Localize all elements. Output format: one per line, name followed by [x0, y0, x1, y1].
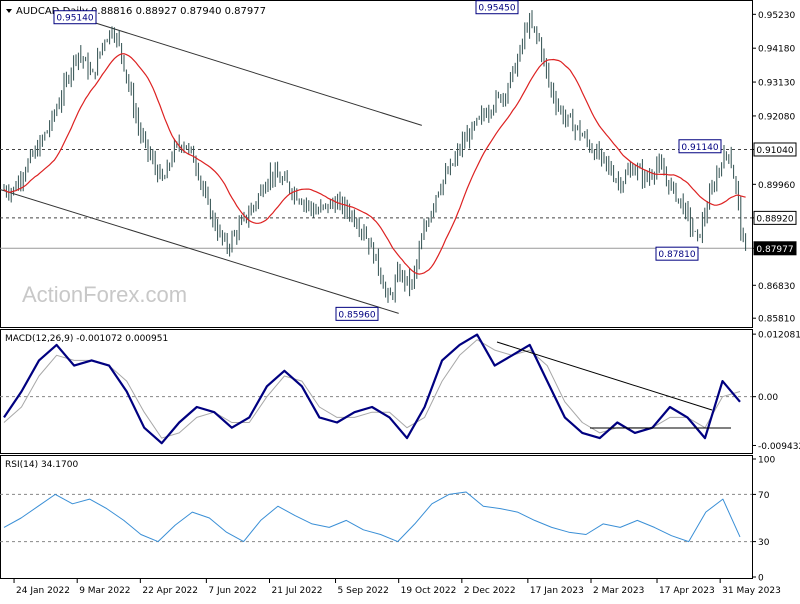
rsi-axis: 100 70 30 0 — [752, 456, 775, 584]
moving-average-line — [3, 53, 746, 275]
watermark-text: ActionForex.com — [22, 282, 187, 307]
price-label-text: 0.85960 — [338, 310, 375, 320]
price-label-text: 0.91140 — [681, 143, 718, 153]
price-tick-label: 0.92080 — [758, 112, 795, 122]
macd-tick-label: 0.00 — [758, 393, 778, 403]
price-label-box — [335, 306, 379, 321]
macd-trendline — [496, 341, 713, 411]
time-tick-label: 7 Jun 2022 — [208, 586, 256, 596]
time-tick-label: 17 Jan 2023 — [530, 586, 584, 596]
price-annotations: 0.95140 0.95450 0.91140 0.91040 0.88920 0.879… — [53, 0, 797, 321]
rsi-line — [3, 491, 741, 543]
price-tick-label: 0.93130 — [758, 79, 795, 89]
macd-tick-label: -0.009432 — [758, 442, 800, 452]
macd-plot — [0, 333, 752, 445]
price-label-box — [53, 10, 97, 25]
macd-signal-line — [3, 339, 741, 439]
macd-header: MACD(12,26,9) -0.001072 0.000951 — [5, 334, 168, 344]
time-tick-label: 19 Oct 2022 — [401, 586, 457, 596]
rsi-tick-label: 100 — [758, 456, 775, 466]
rsi-header: RSI(14) 34.1700 — [5, 460, 78, 470]
price-label-box — [753, 210, 797, 225]
moving-average — [3, 53, 746, 275]
price-tick-label: 0.86830 — [758, 282, 795, 292]
price-label-box — [753, 241, 797, 256]
price-header: AUDCAD,Daily 0.88816 0.88927 0.87940 0.8… — [16, 6, 266, 17]
macd-main-line — [3, 333, 741, 445]
rsi-tick-label: 70 — [758, 491, 770, 501]
price-levels — [0, 148, 752, 249]
rsi-plot — [0, 491, 752, 543]
dropdown-triangle-icon[interactable] — [6, 9, 12, 13]
time-tick-label: 22 Apr 2022 — [142, 586, 198, 596]
channel-upper-line — [77, 16, 422, 126]
price-label-text: 0.95140 — [56, 14, 93, 24]
time-tick-label: 2 Dec 2022 — [464, 586, 516, 596]
time-tick-label: 17 Apr 2023 — [659, 586, 715, 596]
time-tick-label: 2 Mar 2023 — [593, 586, 644, 596]
price-tick-label: 0.89960 — [758, 181, 795, 191]
time-tick-label: 24 Jan 2022 — [16, 586, 70, 596]
price-tick-label: 0.95230 — [758, 11, 795, 21]
channel-lines — [0, 16, 422, 314]
price-panel-frame — [0, 0, 753, 328]
price-label-text: 0.95450 — [478, 4, 515, 14]
price-label-text: 0.87977 — [756, 245, 793, 255]
price-label-box — [475, 0, 519, 15]
macd-tick-label: 0.012081 — [758, 331, 800, 341]
rsi-tick-label: 0 — [758, 574, 764, 584]
rsi-panel-frame — [0, 455, 753, 579]
price-axis: 0.95230 0.94180 0.93130 0.92080 0.91040 0.899… — [752, 11, 795, 325]
price-label-box — [655, 246, 699, 261]
time-axis: 24 Jan 2022 9 Mar 2022 22 Apr 2022 7 Jun 20… — [13, 579, 781, 596]
price-tick-label: 0.85810 — [758, 315, 795, 325]
price-label-box — [678, 139, 722, 154]
price-label-text: 0.88920 — [756, 214, 793, 224]
candles — [3, 10, 747, 303]
price-label-text: 0.87810 — [658, 250, 695, 260]
time-tick-label: 21 Jul 2022 — [272, 586, 323, 596]
price-label-text: 0.91040 — [756, 146, 793, 156]
time-tick-label: 5 Sep 2022 — [338, 586, 389, 596]
price-tick-label: 0.94180 — [758, 45, 795, 55]
time-tick-label: 9 Mar 2022 — [79, 586, 130, 596]
macd-axis: 0.012081 0.00 -0.009432 — [752, 331, 800, 452]
channel-lower-line — [0, 189, 399, 314]
rsi-tick-label: 30 — [758, 538, 770, 548]
time-tick-label: 31 May 2023 — [722, 586, 781, 596]
macd-panel-frame — [0, 329, 753, 454]
price-label-box — [753, 142, 797, 157]
